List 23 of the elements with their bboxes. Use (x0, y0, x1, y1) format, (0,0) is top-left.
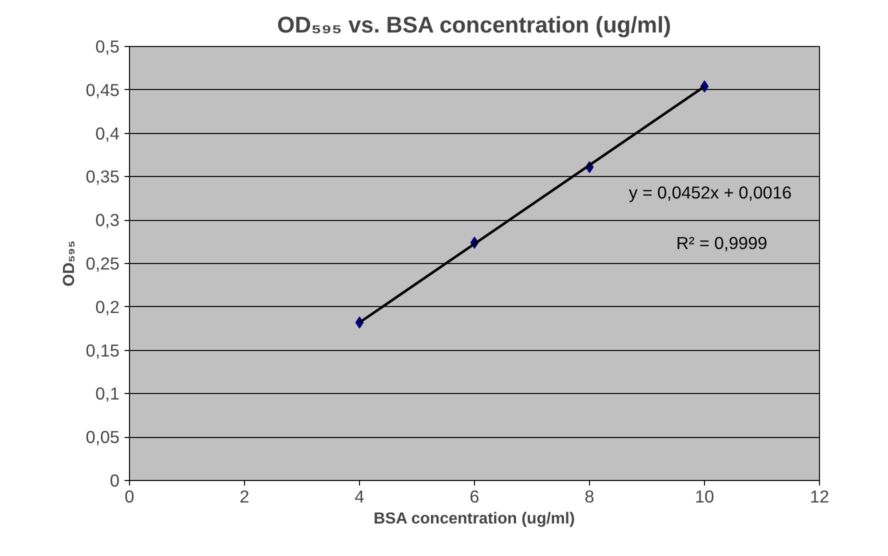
y-tick-label: 0,4 (95, 123, 120, 144)
y-tick-label: 0,05 (86, 427, 120, 448)
x-tick-label: 4 (354, 486, 365, 506)
x-tick-label: 6 (470, 486, 480, 506)
y-tick-label: 0,45 (86, 80, 120, 100)
x-tick-label: 8 (584, 486, 594, 506)
x-tick-label: 12 (810, 486, 830, 506)
annotation: R² = 0,9999 (676, 233, 768, 254)
x-axis-title: BSA concentration (ug/ml) (374, 510, 575, 528)
y-tick-label: 0,2 (95, 296, 120, 317)
annotation: y = 0,0452x + 0,0016 (628, 182, 792, 203)
y-tick-label: 0,35 (86, 166, 120, 187)
chart-title: OD₅₉₅ vs. BSA concentration (ug/ml) (277, 12, 672, 38)
y-axis-title: OD₅₉₅ (60, 240, 78, 286)
x-tick-label: 10 (694, 486, 714, 506)
y-tick-label: 0,5 (95, 36, 120, 56)
y-tick-label: 0,1 (95, 384, 120, 404)
y-tick-label: 0,15 (86, 340, 120, 360)
x-tick-label: 2 (240, 486, 250, 506)
x-tick-label: 0 (124, 486, 134, 506)
y-tick-label: 0 (110, 470, 120, 490)
y-tick-label: 0,25 (86, 254, 120, 274)
y-tick-label: 0,3 (95, 210, 120, 230)
